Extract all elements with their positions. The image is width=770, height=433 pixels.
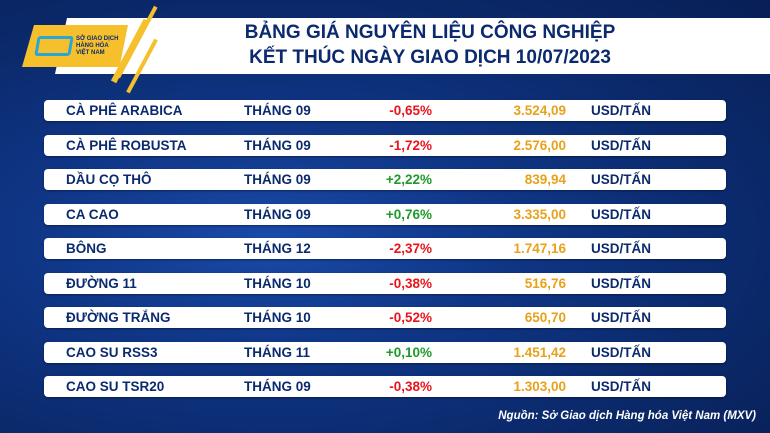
table-row: CAO SU TSR20 THÁNG 09 -0,38% 1.303,00 US… (44, 376, 726, 397)
page-subtitle: KẾT THÚC NGÀY GIAO DỊCH 10/07/2023 (249, 47, 611, 68)
contract-month: THÁNG 09 (244, 103, 311, 118)
table-row: CÀ PHÊ ARABICA THÁNG 09 -0,65% 3.524,09 … (44, 100, 726, 121)
commodity-name: ĐƯỜNG 11 (66, 275, 137, 291)
header-banner (55, 18, 770, 74)
commodity-name: DẦU CỌ THÔ (66, 172, 152, 187)
table-row: ĐƯỜNG TRẮNG THÁNG 10 -0,52% 650,70 USD/T… (44, 307, 726, 328)
unit: USD/TẤN (591, 137, 651, 153)
commodity-name: CÀ PHÊ ROBUSTA (66, 137, 187, 153)
unit: USD/TẤN (591, 206, 651, 222)
price-change: -0,38% (389, 379, 432, 394)
contract-month: THÁNG 11 (244, 344, 311, 360)
table-row: DẦU CỌ THÔ THÁNG 09 +2,22% 839,94 USD/TẤ… (44, 169, 726, 190)
logo-mark-icon (34, 36, 74, 56)
table-row: CA CAO THÁNG 09 +0,76% 3.335,00 USD/TẤN (44, 203, 726, 225)
price: 1.451,42 (513, 344, 566, 360)
contract-month: THÁNG 12 (244, 241, 311, 256)
price-change: -0,38% (389, 275, 432, 291)
unit: USD/TẤN (591, 310, 651, 325)
table-row: ĐƯỜNG 11 THÁNG 10 -0,38% 516,76 USD/TẤN (44, 272, 726, 294)
table-row: CAO SU RSS3 THÁNG 11 +0,10% 1.451,42 USD… (44, 341, 726, 363)
unit: USD/TẤN (591, 379, 651, 394)
commodity-name: CÀ PHÊ ARABICA (66, 103, 183, 118)
logo-text: SỞ GIAO DỊCH HÀNG HÓA VIỆT NAM (76, 35, 119, 56)
price: 3.335,00 (513, 206, 566, 222)
unit: USD/TẤN (591, 103, 651, 118)
price-change: +0,76% (385, 206, 432, 222)
contract-month: THÁNG 09 (244, 172, 311, 187)
commodity-name: CAO SU RSS3 (66, 344, 158, 360)
unit: USD/TẤN (591, 172, 651, 187)
price: 1.303,00 (513, 379, 566, 394)
page-title: BẢNG GIÁ NGUYÊN LIỆU CÔNG NGHIỆP (244, 22, 616, 43)
table-row: BÔNG THÁNG 12 -2,37% 1.747,16 USD/TẤN (44, 238, 726, 259)
logo: SỞ GIAO DỊCH HÀNG HÓA VIỆT NAM (22, 25, 128, 67)
contract-month: THÁNG 09 (244, 379, 311, 394)
commodity-name: BÔNG (66, 241, 107, 256)
contract-month: THÁNG 10 (244, 275, 311, 291)
price-change: -1,72% (389, 137, 432, 153)
table-row: CÀ PHÊ ROBUSTA THÁNG 09 -1,72% 2.576,00 … (44, 134, 726, 156)
price: 1.747,16 (513, 241, 566, 256)
price: 516,76 (524, 275, 566, 291)
commodity-name: CAO SU TSR20 (66, 379, 165, 394)
price: 2.576,00 (513, 137, 566, 153)
contract-month: THÁNG 10 (244, 310, 311, 325)
contract-month: THÁNG 09 (244, 206, 311, 222)
unit: USD/TẤN (591, 275, 651, 291)
price-change: -0,52% (389, 310, 432, 325)
source-note: Nguồn: Sở Giao dịch Hàng hóa Việt Nam (M… (498, 410, 756, 422)
price: 839,94 (524, 172, 566, 187)
unit: USD/TẤN (591, 241, 651, 256)
price: 3.524,09 (513, 103, 566, 118)
commodity-name: CA CAO (66, 206, 119, 222)
price: 650,70 (524, 310, 566, 325)
commodity-name: ĐƯỜNG TRẮNG (66, 310, 171, 325)
price-change: +2,22% (385, 172, 432, 187)
price-change: -2,37% (389, 241, 432, 256)
unit: USD/TẤN (591, 344, 651, 360)
price-change: -0,65% (389, 103, 432, 118)
price-change: +0,10% (385, 344, 432, 360)
contract-month: THÁNG 09 (244, 137, 311, 153)
